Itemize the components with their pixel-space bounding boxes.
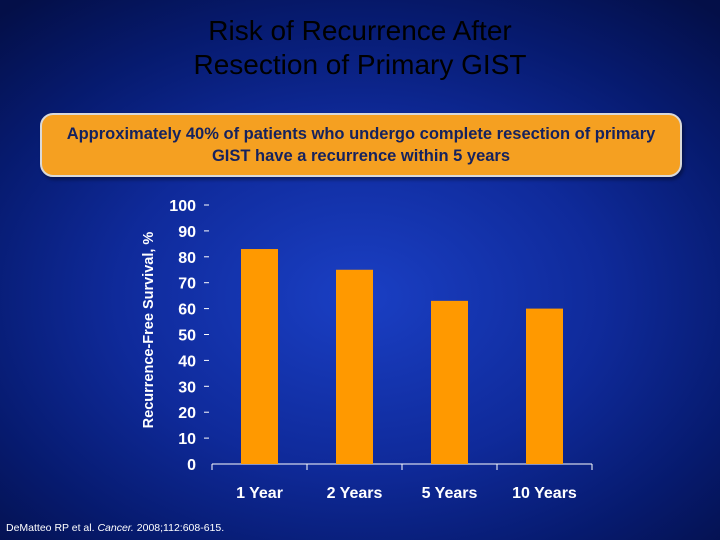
x-tick-label: 10 Years — [512, 485, 577, 502]
slide-title: Risk of Recurrence After Resection of Pr… — [0, 14, 720, 82]
x-tick-label: 2 Years — [327, 485, 383, 502]
y-tick-label: 80 — [178, 250, 196, 267]
bar-10-years — [526, 308, 563, 464]
bar-2-years — [336, 269, 373, 464]
y-tick-label: 100 — [169, 198, 196, 215]
callout-box: Approximately 40% of patients who underg… — [40, 113, 682, 177]
slide-title-line-2: Resection of Primary GIST — [193, 49, 527, 80]
y-tick-label: 30 — [178, 379, 196, 396]
callout-text: Approximately 40% of patients who underg… — [66, 125, 656, 165]
footnote-citation: 2008;112:608-615. — [136, 522, 225, 534]
footnote: DeMatteo RP et al. Cancer. 2008;112:608-… — [6, 522, 224, 534]
bar-5-years — [431, 300, 468, 464]
slide-title-line-1: Risk of Recurrence After — [208, 15, 512, 46]
y-tick-label: 90 — [178, 224, 196, 241]
y-tick-label: 10 — [178, 431, 196, 448]
y-tick-label: 60 — [178, 302, 196, 319]
y-axis-title: Recurrence-Free Survival, % — [141, 232, 157, 429]
y-tick-label: 0 — [187, 457, 196, 474]
footnote-journal: Cancer. — [97, 522, 134, 534]
bar-1-year — [241, 249, 278, 464]
footnote-authors: DeMatteo RP et al. — [6, 522, 95, 534]
y-tick-label: 70 — [178, 276, 196, 293]
y-tick-label: 40 — [178, 353, 196, 370]
y-tick-label: 50 — [178, 328, 196, 345]
x-tick-label: 1 Year — [236, 485, 283, 502]
y-tick-label: 20 — [178, 405, 196, 422]
x-tick-label: 5 Years — [422, 485, 478, 502]
